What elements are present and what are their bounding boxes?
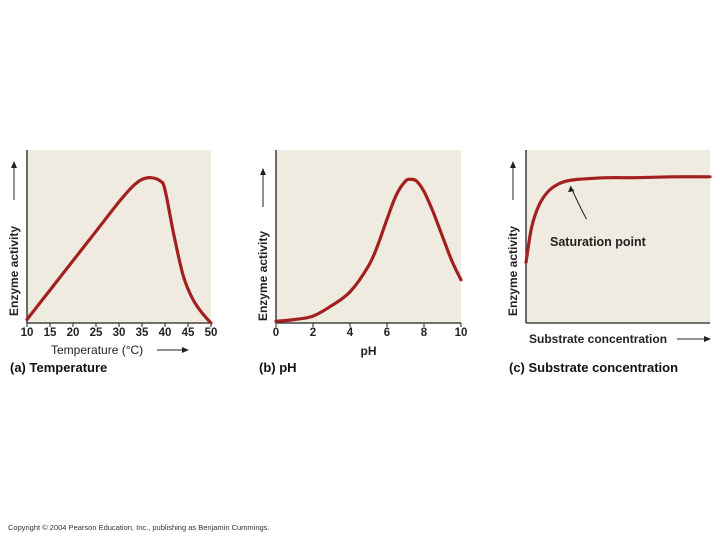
series-line: [274, 177, 463, 323]
x-tick-label: 35: [136, 327, 149, 339]
x-tick-label: 45: [182, 327, 195, 339]
x-tick-label: 30: [113, 327, 126, 339]
x-axis-arrowhead: [704, 336, 711, 342]
x-tick-label: 6: [384, 327, 390, 339]
chart-temperature: 10 15 20 25 30 35 40 45 50 Temperature (°C) Enzyme…: [7, 150, 217, 375]
y-axis-arrowhead: [11, 161, 17, 168]
x-tick-label: 25: [90, 327, 103, 339]
chart-substrate: Substrate concentration Enzyme activity (c…: [506, 150, 712, 375]
annotation-arrowhead: [567, 186, 575, 193]
annotation-label: Saturation point: [550, 235, 647, 249]
x-tick-label: 10: [455, 327, 468, 339]
y-axis-label: Enzyme activity: [7, 226, 21, 316]
chart-ph: 0 2 4 6 8 10 pH Enzyme activity (b) pH: [256, 150, 467, 375]
series-line: [25, 176, 213, 325]
x-tick-label: 50: [205, 327, 218, 339]
x-tick-label: 10: [21, 327, 34, 339]
copyright-notice: Copyright © 2004 Pearson Education, Inc.…: [8, 523, 270, 532]
chart-caption: (c) Substrate concentration: [509, 360, 678, 375]
plot-area: [27, 150, 211, 323]
y-axis-label: Enzyme activity: [506, 226, 520, 316]
x-tick-label: 2: [310, 327, 316, 339]
y-axis-arrowhead: [510, 161, 516, 168]
x-tick-label: 15: [44, 327, 57, 339]
x-tick-label: 8: [421, 327, 428, 339]
chart-caption: (a) Temperature: [10, 360, 107, 375]
x-axis-label: pH: [361, 344, 377, 358]
x-tick-label: 4: [347, 327, 354, 339]
x-axis-label: Substrate concentration: [529, 332, 667, 346]
y-axis-label: Enzyme activity: [256, 231, 270, 321]
x-tick-label: 0: [273, 327, 279, 339]
chart-caption: (b) pH: [259, 360, 297, 375]
x-tick-label: 40: [159, 327, 172, 339]
x-axis-label: Temperature (°C): [51, 343, 143, 357]
y-axis-arrowhead: [260, 168, 266, 175]
x-axis-arrowhead: [182, 347, 189, 353]
plot-area: [276, 150, 461, 323]
series-line: [524, 175, 712, 264]
x-tick-label: 20: [67, 327, 80, 339]
